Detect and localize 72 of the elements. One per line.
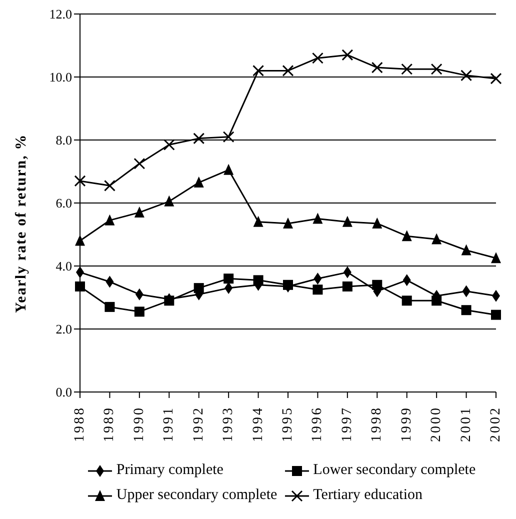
point <box>402 230 412 242</box>
point <box>372 280 382 290</box>
point <box>432 233 442 244</box>
point <box>461 244 472 256</box>
point <box>104 214 115 226</box>
point <box>282 64 294 76</box>
point <box>371 62 383 74</box>
point <box>490 72 502 84</box>
x-tick-label: 2002 <box>488 406 504 442</box>
point <box>372 217 382 228</box>
y-tick-label: 12.0 <box>49 6 72 22</box>
point <box>253 216 264 227</box>
x-tick-label: 1996 <box>310 406 326 442</box>
x-tick-label: 1998 <box>370 406 385 442</box>
point <box>104 180 116 192</box>
legend-label: Upper secondary complete <box>116 487 278 504</box>
point <box>432 296 442 306</box>
point <box>402 296 412 306</box>
x-tick-label: 1989 <box>102 406 118 442</box>
y-tick-label: 8.0 <box>56 132 72 148</box>
point <box>491 252 501 264</box>
point <box>401 63 413 75</box>
legend-label: Primary complete <box>116 462 224 479</box>
point <box>342 281 352 292</box>
point <box>430 63 442 75</box>
point <box>312 212 323 224</box>
point <box>224 164 234 175</box>
point <box>74 175 86 187</box>
point <box>134 206 144 218</box>
y-axis-title: Yearly rate of return, % <box>13 134 30 313</box>
point <box>491 310 501 320</box>
point <box>312 284 323 295</box>
x-tick-label: 1994 <box>250 406 266 442</box>
point <box>252 64 264 76</box>
legend-label: Tertiary education <box>313 487 422 504</box>
point <box>312 52 324 64</box>
x-tick-label: 2001 <box>458 406 474 442</box>
point <box>460 70 472 82</box>
point <box>224 274 234 284</box>
x-tick-label: 1999 <box>399 406 414 442</box>
point <box>193 132 205 144</box>
point <box>342 49 354 61</box>
x-tick-label: 2000 <box>429 406 444 442</box>
point <box>283 217 293 228</box>
point <box>75 234 85 246</box>
x-tick-label: 1997 <box>340 406 355 442</box>
x-tick-label: 1992 <box>191 406 206 442</box>
x-tick-label: 1991 <box>162 406 177 442</box>
point <box>134 158 146 170</box>
point <box>194 283 204 294</box>
y-tick-label: 0.0 <box>56 384 72 400</box>
point <box>104 302 115 312</box>
point <box>194 176 204 188</box>
x-tick-label: 1990 <box>132 406 147 442</box>
point <box>164 296 174 306</box>
point <box>342 216 352 227</box>
x-tick-label: 1988 <box>72 406 88 442</box>
y-tick-label: 4.0 <box>56 258 72 274</box>
point <box>164 195 174 206</box>
point <box>253 275 264 286</box>
point <box>75 281 85 292</box>
y-tick-label: 10.0 <box>49 70 72 85</box>
point <box>222 131 234 143</box>
y-tick-label: 2.0 <box>56 322 72 337</box>
legend-label: Lower secondary complete <box>313 462 476 479</box>
point <box>283 280 293 290</box>
point <box>163 138 175 150</box>
x-tick-label: 1993 <box>221 406 236 442</box>
y-tick-label: 6.0 <box>56 196 72 211</box>
point <box>461 305 472 316</box>
point <box>134 306 144 317</box>
x-tick-label: 1995 <box>280 406 296 442</box>
